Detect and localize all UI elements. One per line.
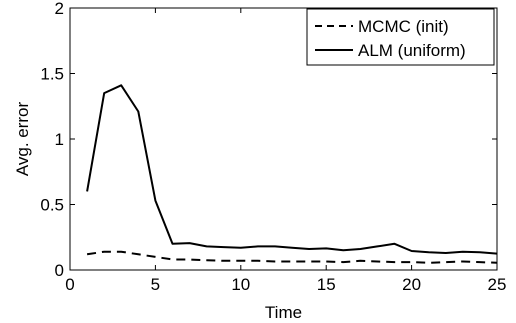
series-line-mcmc-init (86, 250, 498, 264)
x-axis-label: Time (265, 303, 302, 322)
y-tick-label: 1 (55, 130, 64, 149)
x-tick-label: 15 (317, 275, 336, 294)
legend-box (306, 8, 495, 66)
y-tick-label: 0 (55, 261, 64, 280)
y-tick-label: 1.5 (40, 65, 64, 84)
x-tick-label: 5 (151, 275, 160, 294)
legend-label-alm: ALM (uniform) (358, 41, 466, 60)
y-axis-label: Avg. error (13, 102, 32, 177)
x-tick-label: 25 (488, 275, 507, 294)
x-tick-label: 20 (402, 275, 421, 294)
x-tick-label: 10 (231, 275, 250, 294)
axes: 0 5 10 15 20 25 0 0.5 1 1.5 2 (40, 0, 506, 294)
plot-area (86, 84, 498, 264)
y-tick-label: 2 (55, 0, 64, 18)
legend-label-mcmc: MCMC (init) (358, 17, 449, 36)
series-line-alm-uniform (86, 84, 498, 255)
y-tick-label: 0.5 (40, 196, 64, 215)
x-tick-label: 0 (65, 275, 74, 294)
legend: MCMC (init) ALM (uniform) (306, 8, 495, 66)
